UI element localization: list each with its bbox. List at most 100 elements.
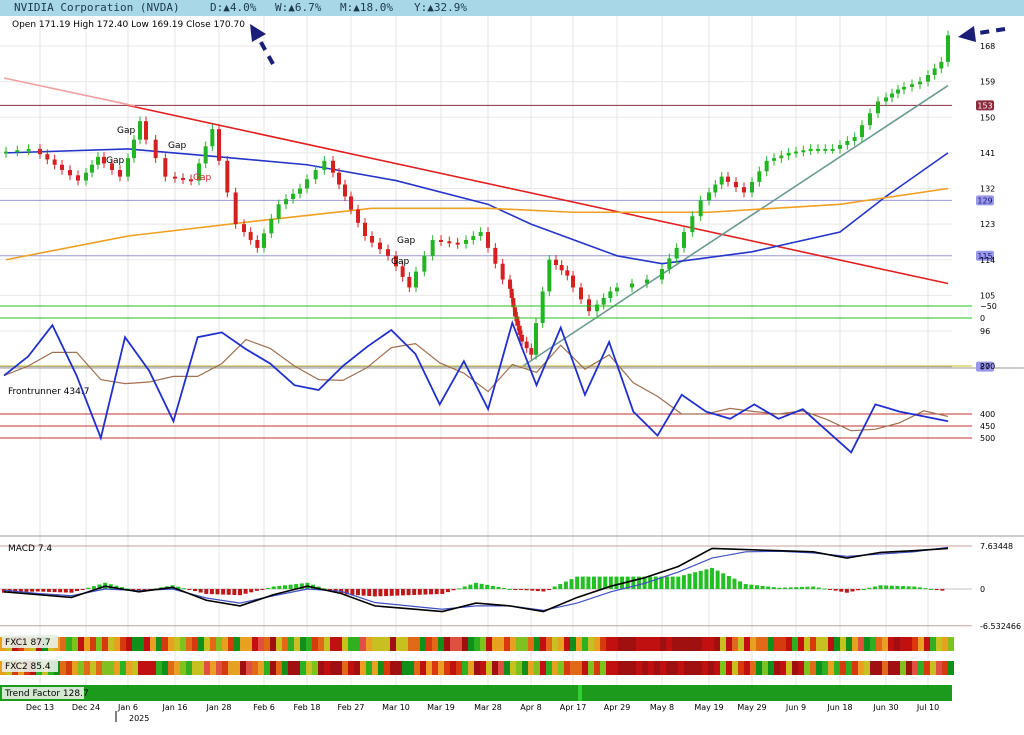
frontrunner-signal [3, 338, 949, 432]
macd-histogram-bar [198, 589, 203, 593]
fxc1-cell [822, 637, 828, 651]
macd-histogram-bar [822, 588, 827, 590]
fxc1-cell [72, 637, 78, 651]
macd-histogram-bar [653, 576, 658, 589]
candle-body [349, 196, 353, 210]
fxc2-cell [276, 661, 282, 675]
level-badge [976, 361, 994, 372]
macd-panel[interactable]: MACD 7.4 7.63448 0 -6.532466 [0, 542, 1021, 631]
candle-body [248, 232, 253, 240]
fxc2-cell [828, 661, 834, 675]
macd-histogram-bar [445, 589, 450, 593]
x-tick-label: Jun 30 [872, 703, 898, 712]
fxc1-cell [612, 637, 618, 651]
nvda-chart[interactable]: 153 129 115 87 168 159 150 141 132 123 114 105 96 Gap… [0, 16, 1024, 735]
fxc1-cell [444, 637, 450, 651]
fxc2-cell [168, 661, 174, 675]
price-tick-label: 114 [980, 256, 995, 265]
macd-histogram-bar [861, 589, 866, 590]
fxc2-cell [594, 661, 600, 675]
macd-histogram-bar [558, 584, 563, 589]
macd-histogram-bar [35, 589, 40, 592]
x-tick-label: Jun 9 [785, 703, 806, 712]
fxc1-cell [210, 637, 216, 651]
price-panel[interactable]: 153 129 115 87 168 159 150 141 132 123 114 105 96 Gap… [0, 30, 1024, 372]
frontrunner-panel[interactable]: 500 450 400 200 0 −50 Frontrunner 434.7 [0, 302, 1024, 537]
fxc1-cell [378, 637, 384, 651]
candle-body [255, 239, 260, 248]
candle-body [508, 279, 512, 289]
macd-histogram-bar [901, 586, 906, 589]
candle-body [946, 35, 950, 62]
fxc2-cell [312, 661, 318, 675]
fxc2-cell [402, 661, 408, 675]
fxc2-cell [120, 661, 126, 675]
candle-body [601, 298, 606, 305]
candle-body [153, 139, 158, 159]
fxc1-cell [414, 637, 420, 651]
x-tick-label: Dec 13 [26, 703, 54, 712]
fxc1-cell [720, 637, 726, 651]
fxc1-cell [864, 637, 870, 651]
fxc2-cell [258, 661, 264, 675]
fxc1-cell [564, 637, 570, 651]
candle-body [595, 304, 599, 312]
candle-body [524, 341, 529, 349]
fxc1-cell [756, 637, 762, 651]
fxc1-cell [918, 637, 924, 651]
fxc2-cell [114, 661, 120, 675]
macd-histogram-bar [844, 589, 849, 593]
macd-histogram-bar [350, 589, 355, 595]
fxc1-cell [432, 637, 438, 651]
level-badge-label: 153 [977, 101, 992, 110]
fxc2-cell [606, 661, 612, 675]
macd-histogram-bar [372, 589, 377, 597]
macd-histogram-bar [215, 589, 220, 595]
fxc1-cell [486, 637, 492, 651]
gap-label: Gap [168, 141, 186, 151]
fxc2-cell [336, 661, 342, 675]
company-name: NVIDIA Corporation (NVDA) [14, 1, 180, 14]
fxc1-cell [246, 637, 252, 651]
fxc1-cell [270, 637, 276, 651]
fxc2-cell [78, 661, 84, 675]
macd-histogram-bar [940, 589, 945, 591]
macd-histogram-bar [46, 589, 51, 592]
macd-histogram-bar [502, 587, 507, 589]
fxc1-cell [534, 637, 540, 651]
macd-histogram-bar [636, 576, 641, 589]
fxc1-cell [636, 637, 642, 651]
fxc1-cell [618, 637, 624, 651]
macd-histogram-bar [479, 583, 484, 589]
trendline [521, 84, 949, 368]
x-tick-label: Apr 8 [520, 703, 541, 712]
fxc1-cell [690, 637, 696, 651]
fxc1-cell [276, 637, 282, 651]
x-tick-label: Dec 24 [72, 703, 100, 712]
fxc2-cell [702, 661, 708, 675]
fxc1-cell [600, 637, 606, 651]
candle-body [132, 139, 136, 159]
macd-signal-line [3, 546, 949, 612]
candle-body [337, 172, 341, 185]
fxc1-cell [234, 637, 240, 651]
fxc1-cell [252, 637, 258, 651]
macd-histogram-bar [665, 576, 670, 589]
fxc1-cell [900, 637, 906, 651]
macd-histogram-bar [344, 589, 349, 595]
candle-body [203, 146, 208, 164]
fxc1-cell [300, 637, 306, 651]
fxc1-cell [78, 637, 84, 651]
fxc2-cell [942, 661, 948, 675]
macd-histogram-bar [569, 579, 574, 589]
fxc2-cell [174, 661, 180, 675]
fxc2-cell [522, 661, 528, 675]
fxc2-cell [762, 661, 768, 675]
candle-body [860, 125, 864, 138]
macd-histogram-bar [434, 589, 439, 595]
candle-body [540, 291, 545, 324]
macd-histogram-bar [687, 573, 692, 589]
macd-histogram-bar [889, 585, 894, 589]
fxc1-cell [684, 637, 690, 651]
price-tick-label: 96 [980, 327, 990, 336]
